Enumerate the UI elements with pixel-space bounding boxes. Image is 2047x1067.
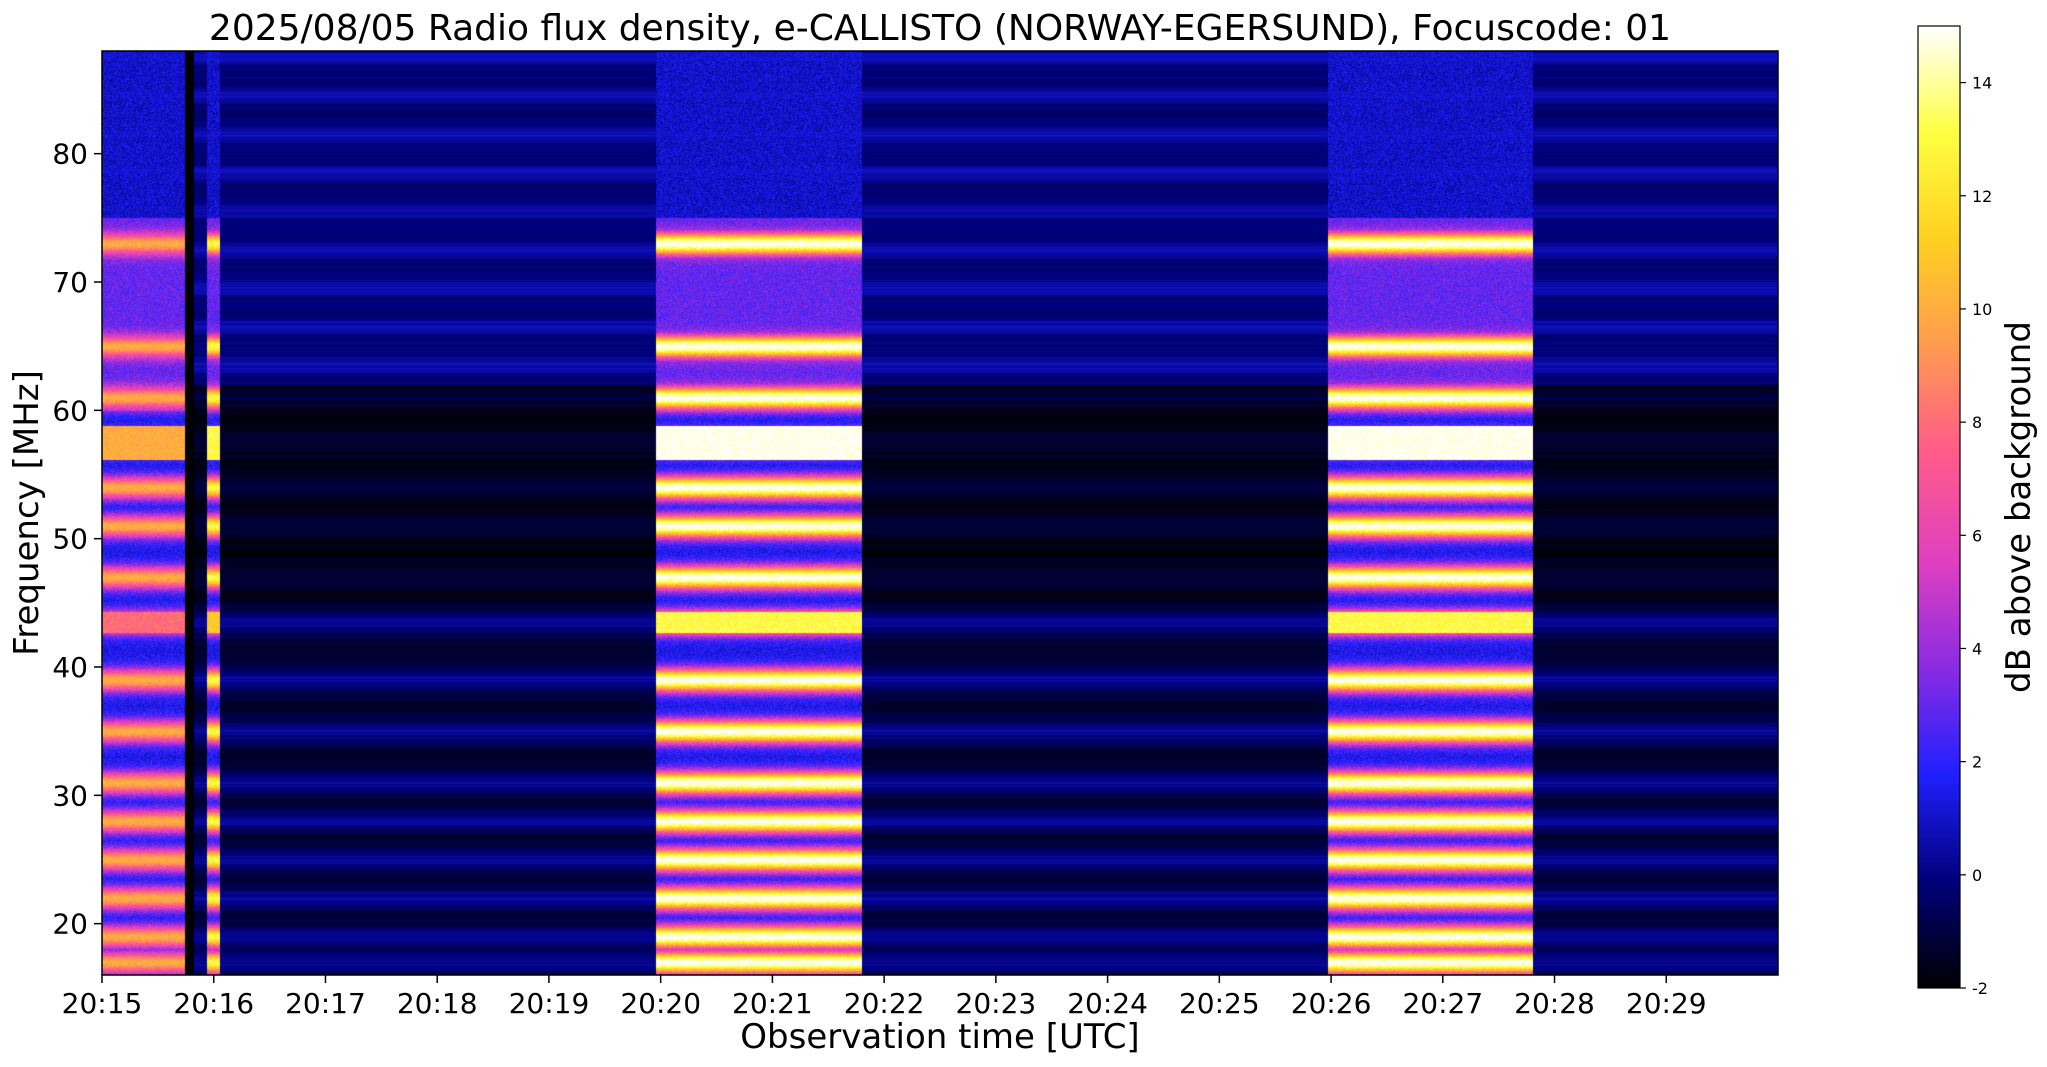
x-tick-label: 20:24: [1067, 987, 1148, 1020]
x-tick-label: 20:21: [732, 987, 813, 1020]
colorbar-label: dB above background: [1999, 321, 2039, 693]
x-tick-label: 20:26: [1291, 987, 1372, 1020]
x-tick-label: 20:20: [620, 987, 701, 1020]
colorbar-axis: -2 0 2 4 6 8 10 12 14: [1960, 74, 1992, 998]
y-tick-label: 70: [52, 266, 88, 299]
plot-frame: [101, 50, 1779, 976]
y-tick-label: 30: [52, 779, 88, 812]
colorbar-tick-label: 10: [1972, 300, 1992, 319]
x-tick-label: 20:22: [844, 987, 925, 1020]
x-tick-label: 20:23: [956, 987, 1037, 1020]
x-tick-label: 20:16: [173, 987, 254, 1020]
colorbar-tick-label: 6: [1972, 526, 1982, 545]
x-axis-label: Observation time [UTC]: [740, 1017, 1139, 1057]
colorbar: -2 0 2 4 6 8 10 12 14 dB above background: [1917, 25, 2039, 998]
colorbar-tick-label: 12: [1972, 187, 1992, 206]
y-tick-label: 40: [52, 651, 88, 684]
y-tick-label: 50: [52, 523, 88, 556]
x-tick-label: 20:19: [509, 987, 590, 1020]
colorbar-tick-label: -2: [1972, 979, 1988, 998]
x-axis: 20:15 20:16 20:17 20:18 20:19 20:20 20:21 20:22…: [62, 975, 1707, 1020]
y-axis: 20 30 40 50 60 70 80: [52, 138, 102, 941]
y-axis-label: Frequency [MHz]: [7, 370, 47, 656]
x-tick-label: 20:18: [397, 987, 478, 1020]
x-tick-label: 20:25: [1179, 987, 1260, 1020]
y-tick-label: 20: [52, 908, 88, 941]
colorbar-tick-label: 14: [1972, 74, 1992, 93]
x-tick-label: 20:29: [1626, 987, 1707, 1020]
x-tick-label: 20:28: [1514, 987, 1595, 1020]
chart-title: 2025/08/05 Radio flux density, e-CALLIST…: [209, 8, 1671, 49]
colorbar-gradient: [1917, 25, 1961, 989]
x-tick-label: 20:15: [62, 987, 143, 1020]
plot-area: [101, 50, 1779, 976]
y-tick-label: 80: [52, 138, 88, 171]
colorbar-tick-label: 4: [1972, 639, 1982, 658]
colorbar-tick-label: 0: [1972, 866, 1982, 885]
spectrogram-heatmap: [102, 51, 1778, 975]
y-tick-label: 60: [52, 394, 88, 427]
x-tick-label: 20:27: [1402, 987, 1483, 1020]
x-tick-label: 20:17: [285, 987, 366, 1020]
colorbar-tick-label: 8: [1972, 413, 1982, 432]
colorbar-tick-label: 2: [1972, 753, 1982, 772]
